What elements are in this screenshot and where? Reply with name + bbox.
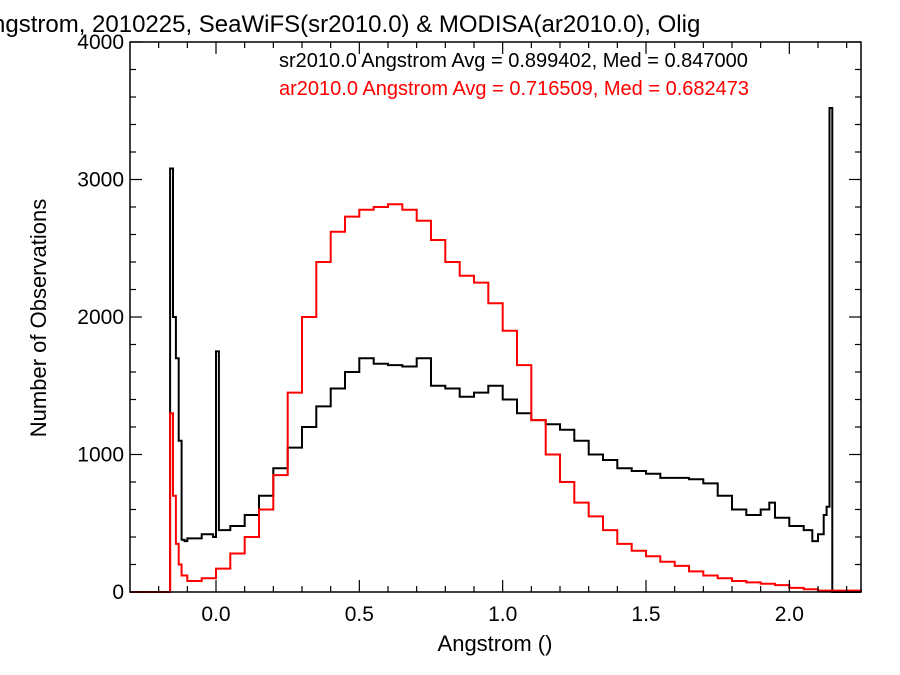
- x-tick-label: 1.5: [631, 603, 660, 626]
- plot-frame: [129, 41, 862, 593]
- annotation-ar2010: ar2010.0 Angstrom Avg = 0.716509, Med = …: [279, 78, 749, 100]
- x-tick-label: 2.0: [775, 603, 804, 626]
- series-layer: [130, 107, 862, 593]
- y-tick-label: 4000: [77, 31, 124, 54]
- x-tick-label: 0.5: [345, 603, 374, 626]
- x-axis-label: Angstrom (): [438, 631, 553, 656]
- chart-title: ngstrom, 2010225, SeaWiFS(sr2010.0) & MO…: [0, 11, 700, 38]
- axes-layer: 0.0 0.5 1.0 1.5 2.0 0 1000 2000 3000 4000: [77, 31, 862, 626]
- annotation-sr2010: sr2010.0 Angstrom Avg = 0.899402, Med = …: [279, 50, 748, 72]
- y-tick-label: 3000: [77, 169, 124, 192]
- y-tick-label: 0: [112, 581, 124, 604]
- x-tick-label: 0.0: [201, 603, 230, 626]
- y-axis-label: Number of Observations: [26, 199, 51, 437]
- y-tick-label: 1000: [77, 444, 124, 467]
- series-line-1: [130, 203, 862, 593]
- y-tick-label: 2000: [77, 306, 124, 329]
- series-line-0: [130, 107, 861, 593]
- x-tick-label: 1.0: [488, 603, 517, 626]
